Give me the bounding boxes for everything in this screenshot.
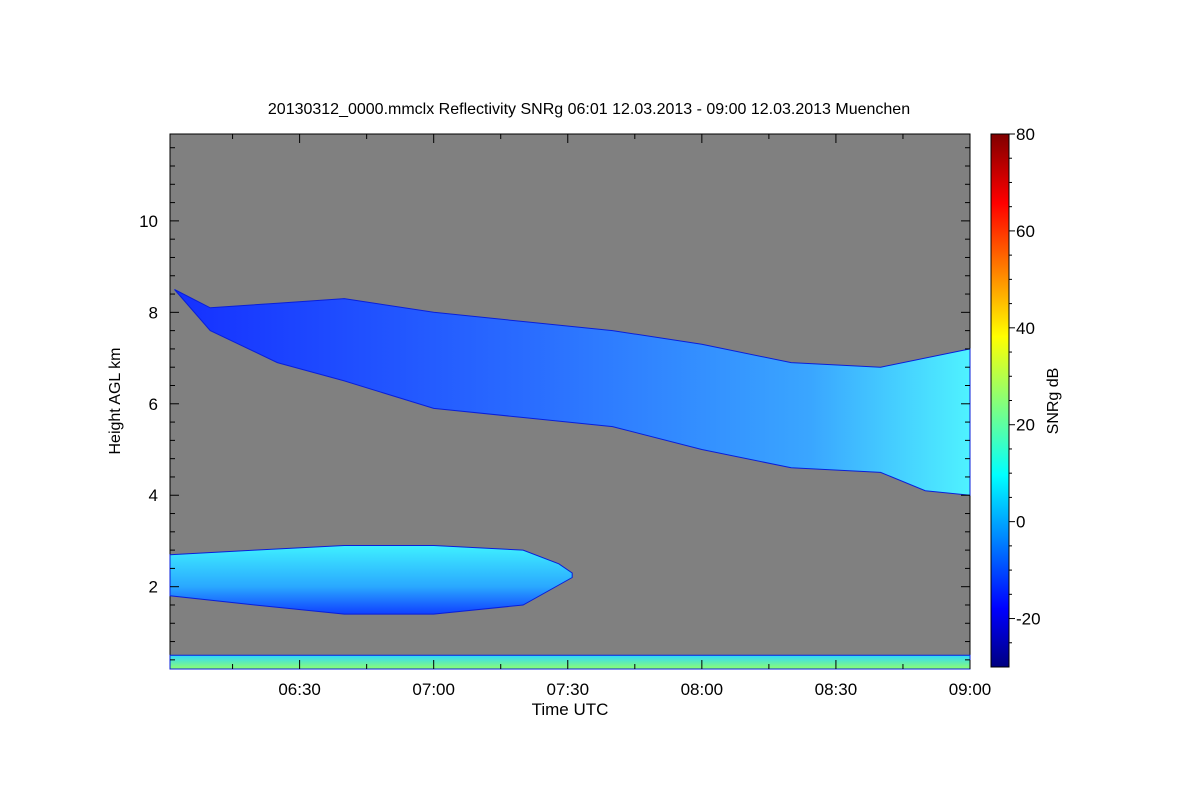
- x-tick-label: 07:30: [546, 680, 589, 699]
- colorbar-label: SNRg dB: [1045, 368, 1062, 435]
- colorbar: [990, 133, 1010, 668]
- x-axis: 06:30 07:00 07:30 08:00 08:30 09:00: [232, 134, 992, 699]
- colorbar-tick-label: 0: [1016, 513, 1025, 532]
- y-tick-label: 10: [139, 212, 158, 231]
- x-tick-label: 08:30: [815, 680, 858, 699]
- colorbar-tick-label: 40: [1016, 319, 1035, 338]
- near-surface-echo: [169, 654, 971, 670]
- y-axis-label: Height AGL km: [107, 347, 124, 454]
- colorbar-tick-label: -20: [1016, 610, 1041, 629]
- y-tick-label: 2: [149, 578, 158, 597]
- x-axis-label: Time UTC: [532, 700, 609, 719]
- y-tick-label: 6: [149, 395, 158, 414]
- x-tick-label: 06:30: [278, 680, 321, 699]
- chart-title: 20130312_0000.mmclx Reflectivity SNRg 06…: [268, 101, 910, 118]
- colorbar-tick-label: 80: [1016, 125, 1035, 144]
- colorbar-tick-label: 20: [1016, 416, 1035, 435]
- x-tick-label: 08:00: [681, 680, 724, 699]
- lower-cloud-layer: [169, 545, 573, 615]
- x-tick-label: 07:00: [412, 680, 455, 699]
- y-axis: 2 4 6 8 10: [139, 147, 970, 661]
- x-tick-label: 09:00: [949, 680, 992, 699]
- y-tick-label: 8: [149, 303, 158, 322]
- y-tick-label: 4: [149, 486, 158, 505]
- colorbar-ticks: -20 0 20 40 60 80: [1009, 125, 1041, 644]
- colorbar-tick-label: 60: [1016, 222, 1035, 241]
